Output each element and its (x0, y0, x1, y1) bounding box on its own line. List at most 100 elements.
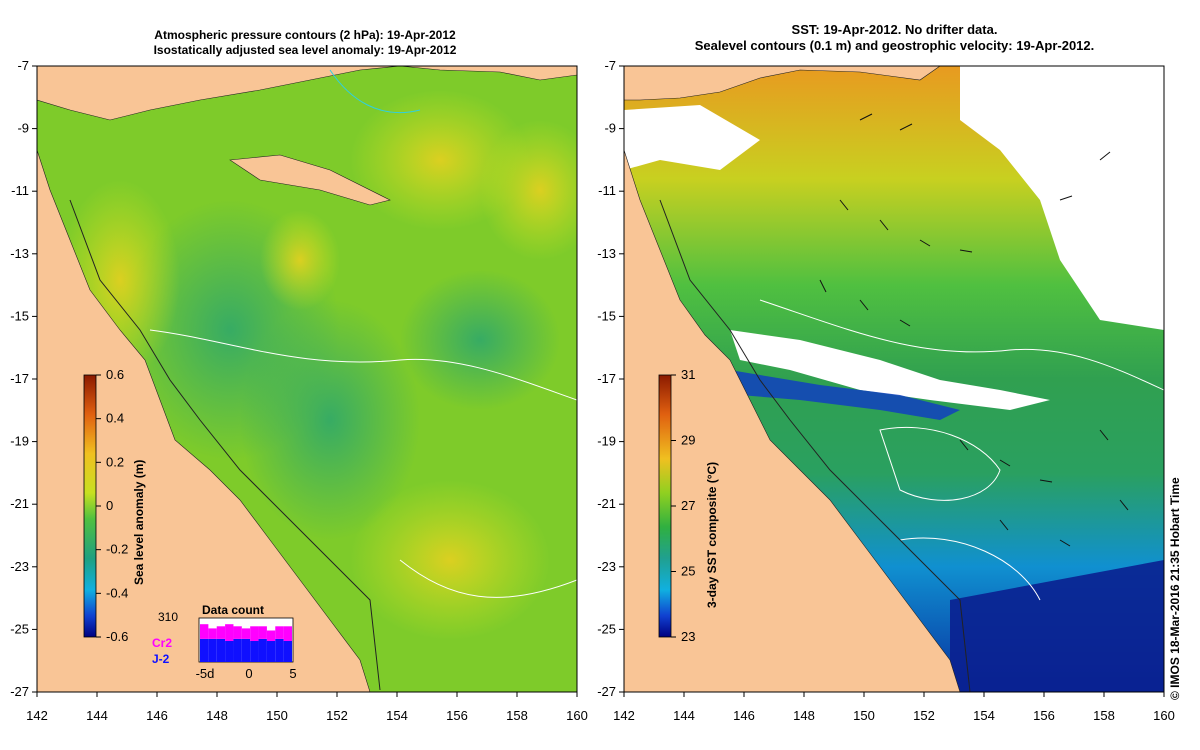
left-x-tick-label: 158 (506, 708, 528, 723)
data-count-max: 310 (158, 610, 179, 624)
data-count-bar-j2 (275, 638, 284, 662)
sst-colorbar (658, 374, 672, 638)
left-y-tick-label: -13 (10, 246, 29, 261)
pressure-contour (329, 69, 421, 114)
left-title-line2: Isostatically adjusted sea level anomaly… (153, 43, 457, 57)
left-y-tick-label: -25 (10, 621, 29, 636)
shelf-edge-contour (659, 199, 971, 692)
right-y-tick-label: -11 (598, 183, 616, 198)
papua-new-guinea-land (37, 66, 577, 121)
data-count-bar-j2 (200, 638, 209, 662)
left-y-tick-label: -7 (17, 58, 29, 73)
data-count-bar-cr2 (200, 624, 209, 639)
left-y-tick-label: -19 (10, 434, 29, 449)
sst-colorbar-tick: 23 (681, 629, 695, 644)
data-count-inset (198, 617, 294, 663)
left-y-tick-label: -9 (17, 121, 29, 136)
sla-colorbar (83, 374, 97, 638)
sla-colorbar-tick: 0.2 (106, 454, 124, 469)
right-title-line2: Sealevel contours (0.1 m) and geostrophi… (694, 38, 1095, 53)
left-x-tick-label: 150 (266, 708, 288, 723)
right-y-tick-label: -15 (597, 308, 616, 323)
left-map-title: Atmospheric pressure contours (2 hPa): 1… (40, 28, 570, 58)
left-y-tick-label: -23 (10, 559, 29, 574)
data-count-bar-j2 (266, 641, 276, 662)
data-count-x-tick: 0 (245, 666, 252, 681)
australia-land (37, 149, 371, 692)
new-britain-land (229, 154, 391, 206)
sla-colorbar-tick: 0.6 (106, 367, 124, 382)
data-count-bar-j2 (241, 638, 251, 662)
right-y-tick-label: -19 (597, 434, 616, 449)
sla-colorbar-label: Sea level anomaly (m) (132, 459, 146, 585)
data-count-bar-j2 (208, 638, 217, 662)
right-x-tick-label: 154 (973, 708, 995, 723)
left-x-tick-label: 152 (326, 708, 348, 723)
sst-colorbar-tick: 31 (681, 367, 695, 382)
data-count-bar-j2 (225, 641, 234, 662)
right-title-line1: SST: 19-Apr-2012. No drifter data. (791, 22, 998, 37)
data-count-bar-cr2 (233, 626, 242, 639)
data-count-bar-j2 (258, 638, 267, 662)
left-x-tick-label: 156 (446, 708, 468, 723)
left-map (37, 66, 577, 692)
data-count-bar-cr2 (258, 626, 267, 639)
sla-colorbar-tick: 0 (106, 498, 113, 513)
left-title-line1: Atmospheric pressure contours (2 hPa): 1… (154, 28, 456, 42)
left-y-tick-label: -21 (10, 496, 29, 511)
data-count-title: Data count (202, 603, 265, 617)
right-map (624, 66, 1164, 692)
sst-colorbar-label: 3-day SST composite (°C) (705, 461, 719, 608)
sla-low-blob (240, 300, 420, 540)
right-y-tick-label: -7 (604, 58, 616, 73)
papua-new-guinea-land (624, 66, 941, 101)
pressure-contour (399, 559, 577, 598)
left-x-tick-label: 144 (86, 708, 108, 723)
legend-cr2: Cr2 (152, 636, 173, 650)
pressure-contour (149, 329, 577, 401)
legend-j2: J-2 (152, 652, 170, 666)
data-count-bar-cr2 (275, 626, 284, 639)
right-x-tick-label: 144 (673, 708, 695, 723)
right-y-tick-label: -25 (597, 621, 616, 636)
sla-low-blob (400, 270, 560, 410)
left-x-tick-label: 148 (206, 708, 228, 723)
no-data-cloud-region (730, 330, 1050, 410)
sla-colorbar-tick: 0.4 (106, 411, 124, 426)
sst-colorbar-tick: 29 (681, 433, 695, 448)
sst-colorbar-tick: 25 (681, 564, 695, 579)
data-count-bar-cr2 (250, 626, 259, 641)
data-count-bar-cr2 (225, 624, 234, 641)
data-count-bars (200, 624, 292, 662)
right-x-tick-label: 158 (1093, 708, 1115, 723)
sla-colorbar-tick: -0.6 (106, 629, 128, 644)
data-count-x-tick: -5d (196, 666, 215, 681)
shelf-edge-contour (69, 199, 381, 691)
sla-colorbar-tick: -0.2 (106, 542, 128, 557)
right-x-tick-label: 156 (1033, 708, 1055, 723)
data-count-bar-cr2 (266, 630, 276, 641)
left-x-tick-label: 160 (566, 708, 588, 723)
data-count-bar-j2 (233, 638, 242, 662)
data-count-bar-cr2 (208, 628, 217, 639)
right-y-tick-label: -23 (597, 559, 616, 574)
sea-level-contour (759, 299, 1164, 391)
data-count-bar-cr2 (283, 626, 292, 641)
sla-colorbar-ticks: 0.6 0.4 0.2 0 -0.2 -0.4 -0.6 (96, 367, 128, 644)
left-y-tick-label: -17 (10, 371, 29, 386)
right-axes: 142 144 146 148 150 152 154 156 158 160 -7 -9 -11 -13… (597, 58, 1175, 723)
data-count-bar-j2 (250, 641, 259, 662)
sla-high-blob (350, 480, 550, 640)
sla-high-blob (260, 210, 340, 310)
geostrophic-velocity-vectors (819, 113, 1129, 547)
australia-land (624, 149, 961, 692)
no-data-cloud-region (960, 66, 1164, 330)
left-y-tick-label: -15 (10, 308, 29, 323)
data-count-bar-j2 (283, 641, 292, 662)
data-count-bar-cr2 (216, 626, 226, 639)
right-y-tick-label: -13 (597, 246, 616, 261)
sla-colorbar-tick: -0.4 (106, 585, 128, 600)
sea-level-contour (899, 537, 1041, 601)
left-axes: 142 144 146 148 150 152 154 156 158 160 -7 -9 -11 -13… (10, 58, 588, 723)
